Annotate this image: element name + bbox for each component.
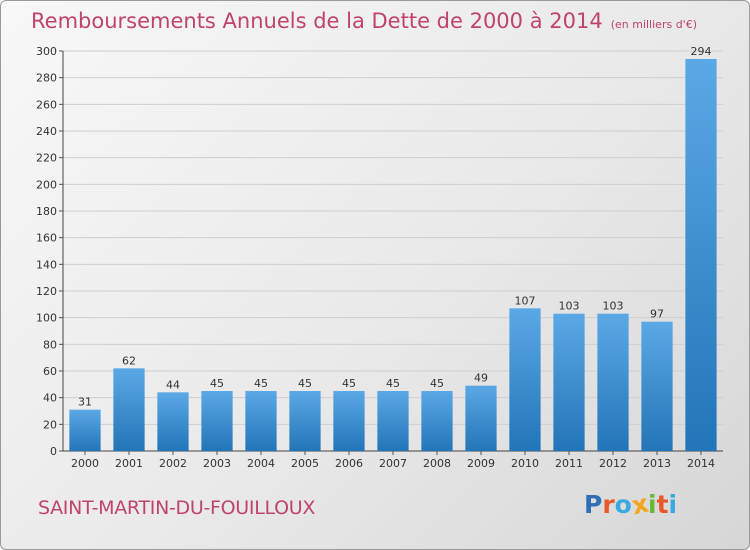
chart-title-text: Remboursements Annuels de la Dette de 20… [31, 9, 603, 33]
x-tick-label: 2013 [643, 457, 671, 470]
data-label: 45 [386, 377, 400, 390]
logo-letter: o [614, 490, 632, 519]
x-tick-label: 2014 [687, 457, 715, 470]
data-label: 44 [166, 378, 180, 391]
logo-letter: i [648, 490, 657, 519]
chart-subtitle: (en milliers d'€) [610, 18, 697, 31]
x-tick-label: 2010 [511, 457, 539, 470]
data-label: 49 [474, 372, 488, 385]
commune-name: SAINT-MARTIN-DU-FOUILLOUX [38, 497, 316, 519]
bar [113, 368, 145, 451]
data-label: 45 [342, 377, 356, 390]
bar [377, 391, 409, 451]
x-tick-label: 2009 [467, 457, 495, 470]
logo-letter: t [656, 490, 669, 519]
data-label: 45 [298, 377, 312, 390]
y-tick-label: 80 [43, 338, 57, 351]
bar [69, 409, 101, 451]
logo-letter: P [584, 490, 603, 519]
y-tick-label: 220 [36, 152, 57, 165]
y-tick-label: 100 [36, 312, 57, 325]
chart-title: Remboursements Annuels de la Dette de 20… [31, 9, 697, 33]
data-label: 294 [691, 45, 712, 58]
y-tick-label: 140 [36, 258, 57, 271]
y-tick-label: 60 [43, 365, 57, 378]
y-tick-label: 300 [36, 45, 57, 58]
data-label: 97 [650, 308, 664, 321]
logo-letter: i [668, 490, 678, 519]
data-label: 45 [430, 377, 444, 390]
bar [685, 59, 717, 451]
x-tick-label: 2003 [203, 457, 231, 470]
logo-letter: r [602, 490, 615, 519]
x-tick-label: 2006 [335, 457, 363, 470]
y-tick-label: 280 [36, 72, 57, 85]
y-tick-label: 160 [36, 232, 57, 245]
bar [245, 391, 277, 451]
y-tick-label: 40 [43, 392, 57, 405]
data-label: 31 [78, 396, 92, 409]
y-tick-label: 20 [43, 418, 57, 431]
data-label: 45 [210, 377, 224, 390]
bar [289, 391, 321, 451]
bar [421, 391, 453, 451]
y-tick-label: 240 [36, 125, 57, 138]
data-label: 62 [122, 354, 136, 367]
data-label: 45 [254, 377, 268, 390]
bar [597, 313, 629, 451]
x-tick-label: 2012 [599, 457, 627, 470]
x-tick-label: 2002 [159, 457, 187, 470]
bar [465, 385, 497, 451]
x-tick-label: 2007 [379, 457, 407, 470]
bar [509, 308, 541, 451]
bar [201, 391, 233, 451]
x-tick-label: 2000 [71, 457, 99, 470]
data-label: 103 [559, 300, 580, 313]
y-tick-label: 120 [36, 285, 57, 298]
bar [333, 391, 365, 451]
data-label: 107 [515, 294, 536, 307]
y-tick-label: 0 [50, 445, 57, 458]
x-tick-label: 2008 [423, 457, 451, 470]
x-tick-label: 2005 [291, 457, 319, 470]
bar [553, 313, 585, 451]
bar [641, 321, 673, 451]
y-tick-label: 200 [36, 178, 57, 191]
bar [157, 392, 189, 451]
data-label: 103 [603, 300, 624, 313]
x-tick-label: 2011 [555, 457, 583, 470]
y-tick-label: 260 [36, 98, 57, 111]
x-tick-label: 2001 [115, 457, 143, 470]
y-tick-label: 180 [36, 205, 57, 218]
x-tick-label: 2004 [247, 457, 275, 470]
proxiti-logo: Proxiti [584, 489, 678, 521]
